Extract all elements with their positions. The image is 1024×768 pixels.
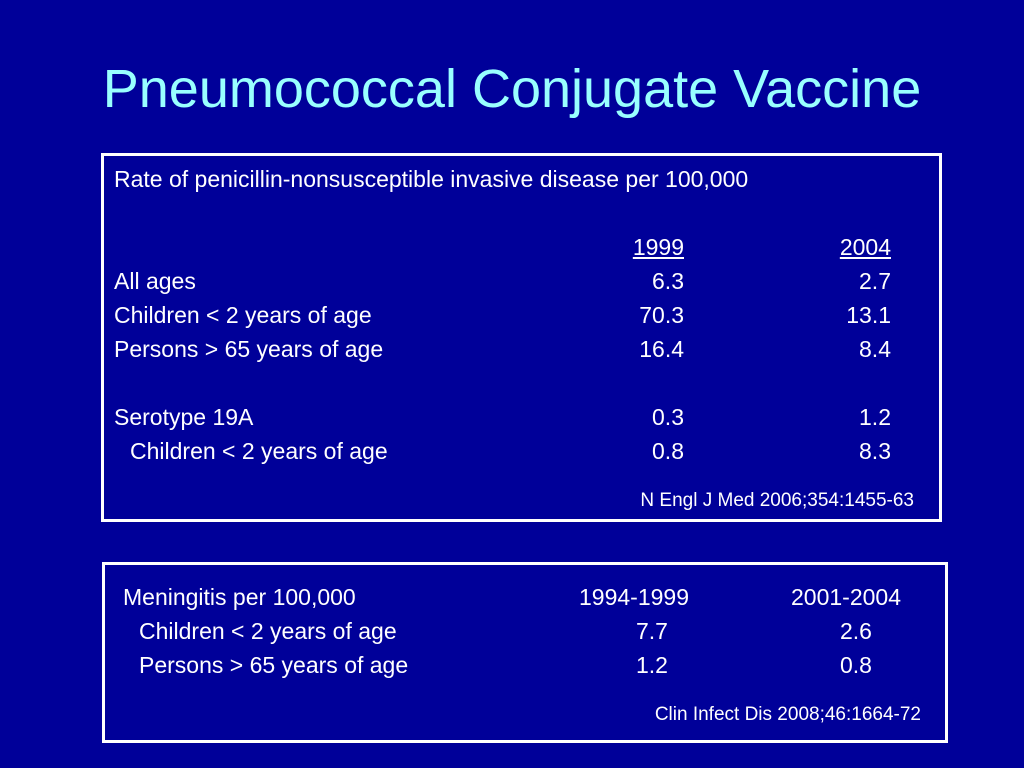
meningitis-table-box: Meningitis per 100,000 1994-1999 2001-20…: [102, 562, 948, 743]
table2-col-2001-2004: 2001-2004: [791, 584, 901, 610]
value-1999: 0.8: [652, 438, 684, 464]
value-2004: 8.4: [859, 336, 891, 362]
slide-title: Pneumococcal Conjugate Vaccine: [102, 59, 922, 119]
value-2004: 8.3: [859, 438, 891, 464]
table1-col-1999: 1999: [632, 234, 684, 260]
row-label: Persons > 65 years of age: [139, 652, 409, 678]
row-label: Children < 2 years of age: [130, 438, 388, 464]
table1-heading: Rate of penicillin-nonsusceptible invasi…: [114, 166, 749, 192]
table-row: All ages 6.3 2.7: [104, 266, 939, 296]
value-2004: 2.7: [859, 268, 891, 294]
value-1999: 0.3: [652, 404, 684, 430]
table-row: Children < 2 years of age 70.3 13.1: [104, 300, 939, 330]
table2-citation: Clin Infect Dis 2008;46:1664-72: [654, 704, 921, 725]
value-1999: 16.4: [639, 336, 684, 362]
table2-heading: Meningitis per 100,000: [123, 584, 356, 610]
row-label: Serotype 19A: [114, 404, 254, 430]
row-label: Persons > 65 years of age: [114, 336, 384, 362]
value-2004: 1.2: [859, 404, 891, 430]
table-row: Children < 2 years of age 0.8 8.3: [104, 436, 939, 466]
row-label: Children < 2 years of age: [139, 618, 397, 644]
table2-header-row: Meningitis per 100,000 1994-1999 2001-20…: [105, 582, 945, 612]
table1-col-2004: 2004: [839, 234, 891, 260]
value-1999: 70.3: [639, 302, 684, 328]
value-2001-2004: 0.8: [840, 652, 872, 678]
table-row: Children < 2 years of age 7.7 2.6: [105, 616, 945, 646]
row-label: All ages: [114, 268, 196, 294]
table2-col-1994-1999: 1994-1999: [579, 584, 689, 610]
table1-heading-row: Rate of penicillin-nonsusceptible invasi…: [104, 164, 939, 194]
table-row: Persons > 65 years of age 1.2 0.8: [105, 650, 945, 680]
table-row: Persons > 65 years of age 16.4 8.4: [104, 334, 939, 364]
value-1994-1999: 7.7: [636, 618, 668, 644]
value-1994-1999: 1.2: [636, 652, 668, 678]
table1-header-row: 1999 2004: [104, 232, 939, 262]
value-1999: 6.3: [652, 268, 684, 294]
penicillin-table-box: Rate of penicillin-nonsusceptible invasi…: [101, 153, 942, 522]
table-row: Serotype 19A 0.3 1.2: [104, 402, 939, 432]
row-label: Children < 2 years of age: [114, 302, 372, 328]
table1-citation: N Engl J Med 2006;354:1455-63: [640, 490, 914, 511]
value-2001-2004: 2.6: [840, 618, 872, 644]
value-2004: 13.1: [846, 302, 891, 328]
